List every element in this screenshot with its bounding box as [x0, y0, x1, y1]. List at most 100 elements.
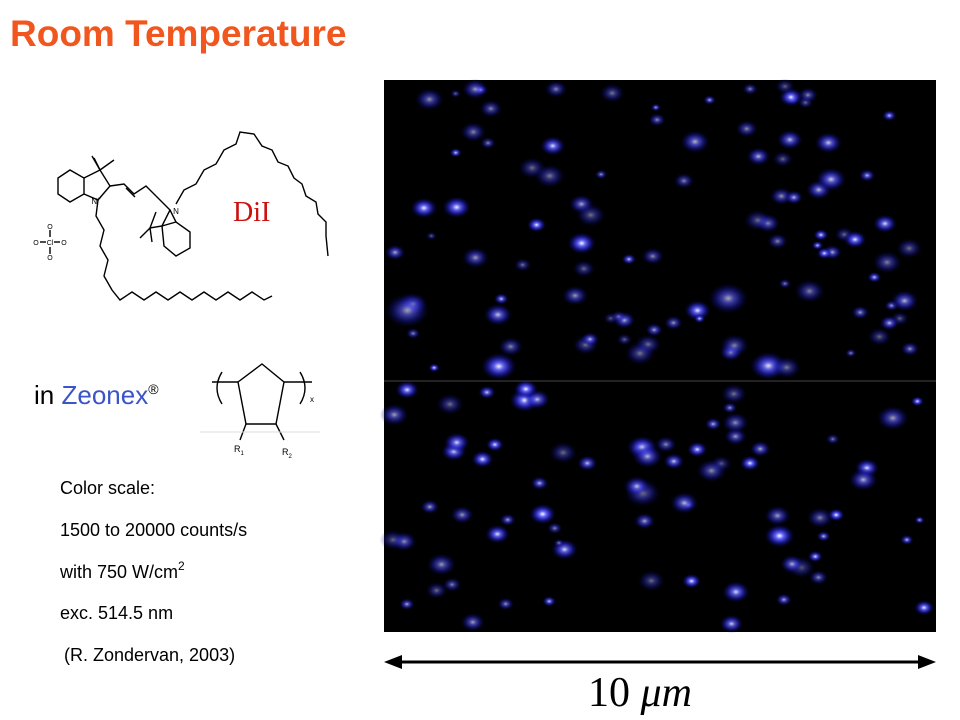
atom-label: O — [47, 224, 53, 231]
fluorescence-spot — [816, 530, 831, 542]
slide-title: Room Temperature — [10, 13, 347, 54]
fluorescence-spot — [749, 440, 771, 458]
fluorescence-spot — [526, 217, 547, 233]
fluorescence-spot — [471, 450, 494, 468]
fluorescence-spot — [686, 441, 708, 458]
atom-label: Cl — [47, 240, 54, 247]
fluorescence-spot — [450, 505, 475, 525]
notes: Color scale: 1500 to 20000 counts/s with… — [59, 478, 247, 665]
fluorescence-spot — [654, 435, 677, 453]
fluorescence-spot — [498, 336, 524, 357]
fluorescence-spot — [633, 512, 656, 530]
fluorescence-spot — [460, 612, 485, 632]
fluorescence-spot — [778, 278, 792, 289]
fluorescence-spot — [703, 95, 716, 105]
fluorescence-spot — [663, 315, 684, 331]
note-text: with 750 W/cm — [59, 562, 178, 582]
atom-label: N — [173, 207, 179, 216]
fluorescence-spot — [910, 396, 924, 407]
fluorescence-spot — [779, 554, 805, 574]
atom-label: O — [47, 255, 53, 262]
fluorescence-spot — [684, 300, 711, 321]
fluorescence-spot — [450, 89, 462, 98]
fluorescence-spot — [881, 109, 897, 122]
fluorescence-spot — [567, 232, 597, 255]
fluorescence-spot — [814, 132, 843, 154]
fluorescence-spot — [641, 247, 665, 265]
fluorescence-spot — [645, 322, 664, 337]
fluorescence-spot — [848, 468, 879, 492]
fluorescence-spot — [426, 553, 457, 576]
fluorescence-spot — [743, 209, 772, 232]
fluorescence-spot — [890, 290, 919, 312]
fluorescence-spot — [914, 599, 935, 616]
note-sup: 2 — [178, 559, 185, 573]
matrix-label: in Zeonex® — [34, 380, 159, 410]
fluorescence-spot — [544, 80, 568, 98]
substituent: R2 — [282, 447, 293, 460]
fluorescence-spot — [405, 327, 421, 340]
fluorescence-spot — [546, 522, 563, 535]
fluorescence-spot — [548, 441, 578, 464]
fluorescence-spot — [721, 581, 750, 603]
prefix: in — [34, 380, 54, 410]
fluorescence-spot — [460, 121, 487, 143]
spot-layer — [379, 78, 935, 634]
fluorescence-spot — [621, 253, 637, 265]
fluorescence-spot — [513, 258, 532, 272]
note: (R. Zondervan, 2003) — [64, 645, 235, 665]
fluorescence-spot — [650, 103, 662, 112]
molecule-name: DiI — [233, 197, 270, 228]
fluorescence-spot — [879, 315, 900, 331]
fluorescence-spot — [739, 455, 761, 472]
note: exc. 514.5 nm — [60, 603, 173, 623]
atom-label: N — [91, 197, 97, 206]
fluorescence-spot — [580, 332, 600, 347]
fluorescence-spot — [616, 333, 633, 346]
fluorescence-spot — [815, 167, 847, 192]
fluorescence-spot — [735, 120, 759, 138]
fluorescence-spot — [461, 247, 490, 269]
note: Color scale: — [60, 478, 155, 498]
fluorescence-spot — [553, 538, 565, 548]
matrix-name: Zeonex — [61, 380, 148, 410]
fluorescence-spot — [722, 401, 738, 414]
fluorescence-spot — [534, 163, 566, 188]
fluorescence-spot — [539, 135, 566, 156]
perchlorate — [40, 230, 60, 254]
fluorescence-spot — [648, 113, 666, 127]
scale-value: 10 — [588, 670, 630, 716]
atom-label: O — [33, 240, 39, 247]
fluorescence-spot — [513, 379, 538, 399]
fluorescence-spot — [485, 437, 505, 452]
fluorescence-spot — [867, 271, 882, 283]
fluorescence-spot — [704, 417, 722, 431]
fluorescence-spot — [845, 348, 857, 358]
fluorescence-spot — [561, 285, 589, 306]
fluorescence-spot — [663, 453, 685, 470]
fluorescence-spot — [493, 293, 509, 305]
note: with 750 W/cm2 — [59, 559, 185, 582]
zeonex-structure — [200, 363, 320, 441]
fluorescence-spot — [719, 614, 744, 634]
fluorescence-spot — [575, 203, 607, 227]
fluorescence-spot — [784, 190, 804, 205]
fluorescence-spot — [876, 405, 910, 431]
fluorescence-spot — [851, 305, 870, 320]
fluorescence-spot — [425, 231, 437, 241]
fluorescence-spot — [576, 455, 598, 472]
fluorescence-spot — [764, 505, 791, 526]
fluorescence-image — [384, 80, 936, 632]
fluorescence-spot — [449, 147, 462, 158]
fluorescence-spot — [594, 169, 608, 180]
fluorescence-spot — [720, 383, 748, 405]
note: 1500 to 20000 counts/s — [60, 520, 247, 540]
fluorescence-spot — [719, 333, 750, 358]
scale-label: 10 μm — [588, 670, 692, 716]
fluorescence-spot — [572, 259, 596, 278]
fluorescence-spot — [696, 459, 727, 483]
fluorescence-spot — [599, 83, 625, 103]
fluorescence-spot — [867, 327, 892, 347]
substituent: R1 — [234, 444, 245, 457]
